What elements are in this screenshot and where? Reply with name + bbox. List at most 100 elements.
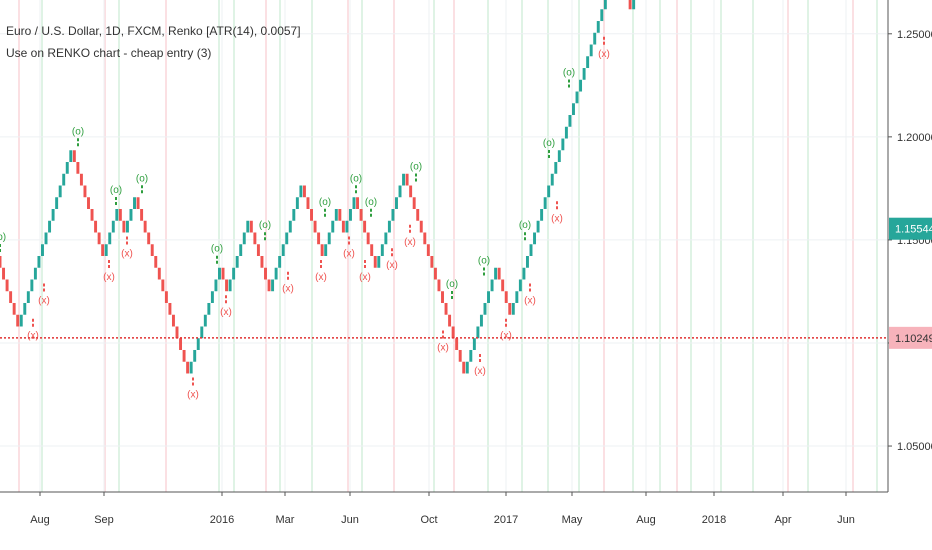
renko-brick	[568, 115, 572, 127]
renko-brick	[387, 220, 391, 233]
renko-brick	[182, 349, 186, 362]
renko-brick	[458, 349, 462, 362]
renko-brick	[143, 220, 147, 233]
short-signal-label: (x)	[38, 295, 50, 306]
renko-brick	[345, 220, 349, 233]
renko-brick	[292, 209, 296, 221]
renko-brick	[490, 279, 494, 292]
short-signal-label: (x)	[220, 307, 232, 318]
renko-brick	[334, 209, 338, 221]
signal-highlight-column	[659, 0, 661, 492]
level-price-tag-bg	[889, 326, 932, 349]
long-signal-label: (o)	[319, 197, 331, 208]
long-signal-label: (o)	[563, 68, 575, 79]
short-signal-label: (x)	[359, 272, 371, 283]
renko-brick	[324, 244, 328, 256]
signal-highlight-column	[118, 0, 120, 492]
renko-brick	[246, 220, 250, 233]
signal-highlight-column	[876, 0, 878, 492]
renko-brick	[525, 256, 529, 268]
renko-brick	[51, 209, 55, 221]
x-tick-label: Oct	[420, 514, 437, 526]
renko-brick	[518, 279, 522, 292]
current-price-tag-bg	[889, 217, 932, 240]
renko-brick	[239, 244, 243, 256]
renko-brick	[214, 279, 218, 292]
signal-highlight-column	[807, 0, 809, 492]
renko-brick	[221, 267, 225, 280]
renko-brick	[441, 291, 444, 303]
signal-highlight-column	[852, 0, 854, 492]
renko-brick	[125, 220, 129, 233]
renko-brick	[586, 56, 590, 69]
y-tick-label: 1.20000	[897, 132, 932, 144]
renko-brick	[412, 197, 416, 209]
renko-brick	[341, 220, 345, 233]
x-tick-label: 2017	[494, 514, 518, 526]
renko-brick	[200, 326, 204, 339]
renko-brick	[161, 279, 165, 292]
signal-highlight-column	[453, 0, 455, 492]
short-signal-label: (x)	[187, 389, 199, 400]
x-tick-label: 2016	[210, 514, 234, 526]
renko-brick	[317, 232, 321, 245]
renko-brick	[97, 232, 101, 245]
chart-title: Euro / U.S. Dollar, 1D, FXCM, Renko [ATR…	[6, 24, 301, 38]
renko-brick	[48, 220, 52, 233]
renko-brick	[30, 279, 34, 292]
renko-brick	[572, 103, 575, 116]
renko-brick	[550, 173, 554, 186]
signal-highlight-column	[787, 0, 789, 492]
renko-brick	[370, 244, 374, 256]
y-tick-label: 1.05000	[897, 441, 932, 453]
current-price-tag: 1.15544	[895, 224, 932, 236]
renko-brick	[26, 291, 30, 303]
renko-brick	[476, 326, 480, 339]
renko-brick	[267, 279, 271, 292]
renko-brick	[72, 150, 76, 163]
renko-brick	[419, 220, 423, 233]
renko-brick	[433, 267, 437, 280]
renko-brick	[487, 291, 490, 303]
renko-brick	[409, 185, 413, 198]
renko-brick	[12, 302, 16, 315]
signal-highlight-column	[233, 0, 235, 492]
renko-brick	[398, 185, 402, 198]
renko-brick	[391, 209, 395, 221]
renko-brick	[504, 291, 508, 303]
long-signal-label: (o)	[446, 279, 458, 290]
renko-brick	[540, 209, 544, 221]
renko-brick	[628, 0, 632, 10]
renko-brick	[16, 314, 20, 327]
signal-marker-layer: (o) (o) (o) (o) (o) (o) (o) (o) (o) (o) (o) (o) (o) (…	[0, 36, 610, 400]
long-signal-label: (o)	[259, 220, 271, 231]
renko-brick	[274, 267, 278, 280]
renko-brick	[210, 291, 214, 303]
renko-brick	[448, 314, 452, 327]
renko-brick	[554, 162, 558, 174]
renko-brick	[2, 267, 6, 280]
renko-brick	[196, 338, 200, 350]
renko-brick	[129, 209, 133, 221]
renko-brick	[104, 244, 108, 256]
renko-brick	[9, 291, 13, 303]
renko-brick	[501, 279, 505, 292]
long-signal-label: (o)	[519, 220, 531, 231]
renko-brick	[430, 256, 434, 268]
long-signal-label: (o)	[410, 162, 422, 173]
short-signal-label: (x)	[404, 237, 416, 248]
renko-brick	[547, 185, 551, 198]
brick-layer	[0, 0, 636, 374]
background-layer	[18, 0, 878, 492]
renko-brick	[225, 279, 229, 292]
renko-brick	[536, 220, 540, 233]
renko-brick	[579, 79, 583, 92]
signal-highlight-column	[752, 0, 754, 492]
renko-brick	[193, 349, 197, 362]
signal-highlight-column	[578, 0, 580, 492]
renko-brick	[203, 314, 207, 327]
renko-brick	[363, 220, 367, 233]
renko-brick	[600, 9, 604, 22]
